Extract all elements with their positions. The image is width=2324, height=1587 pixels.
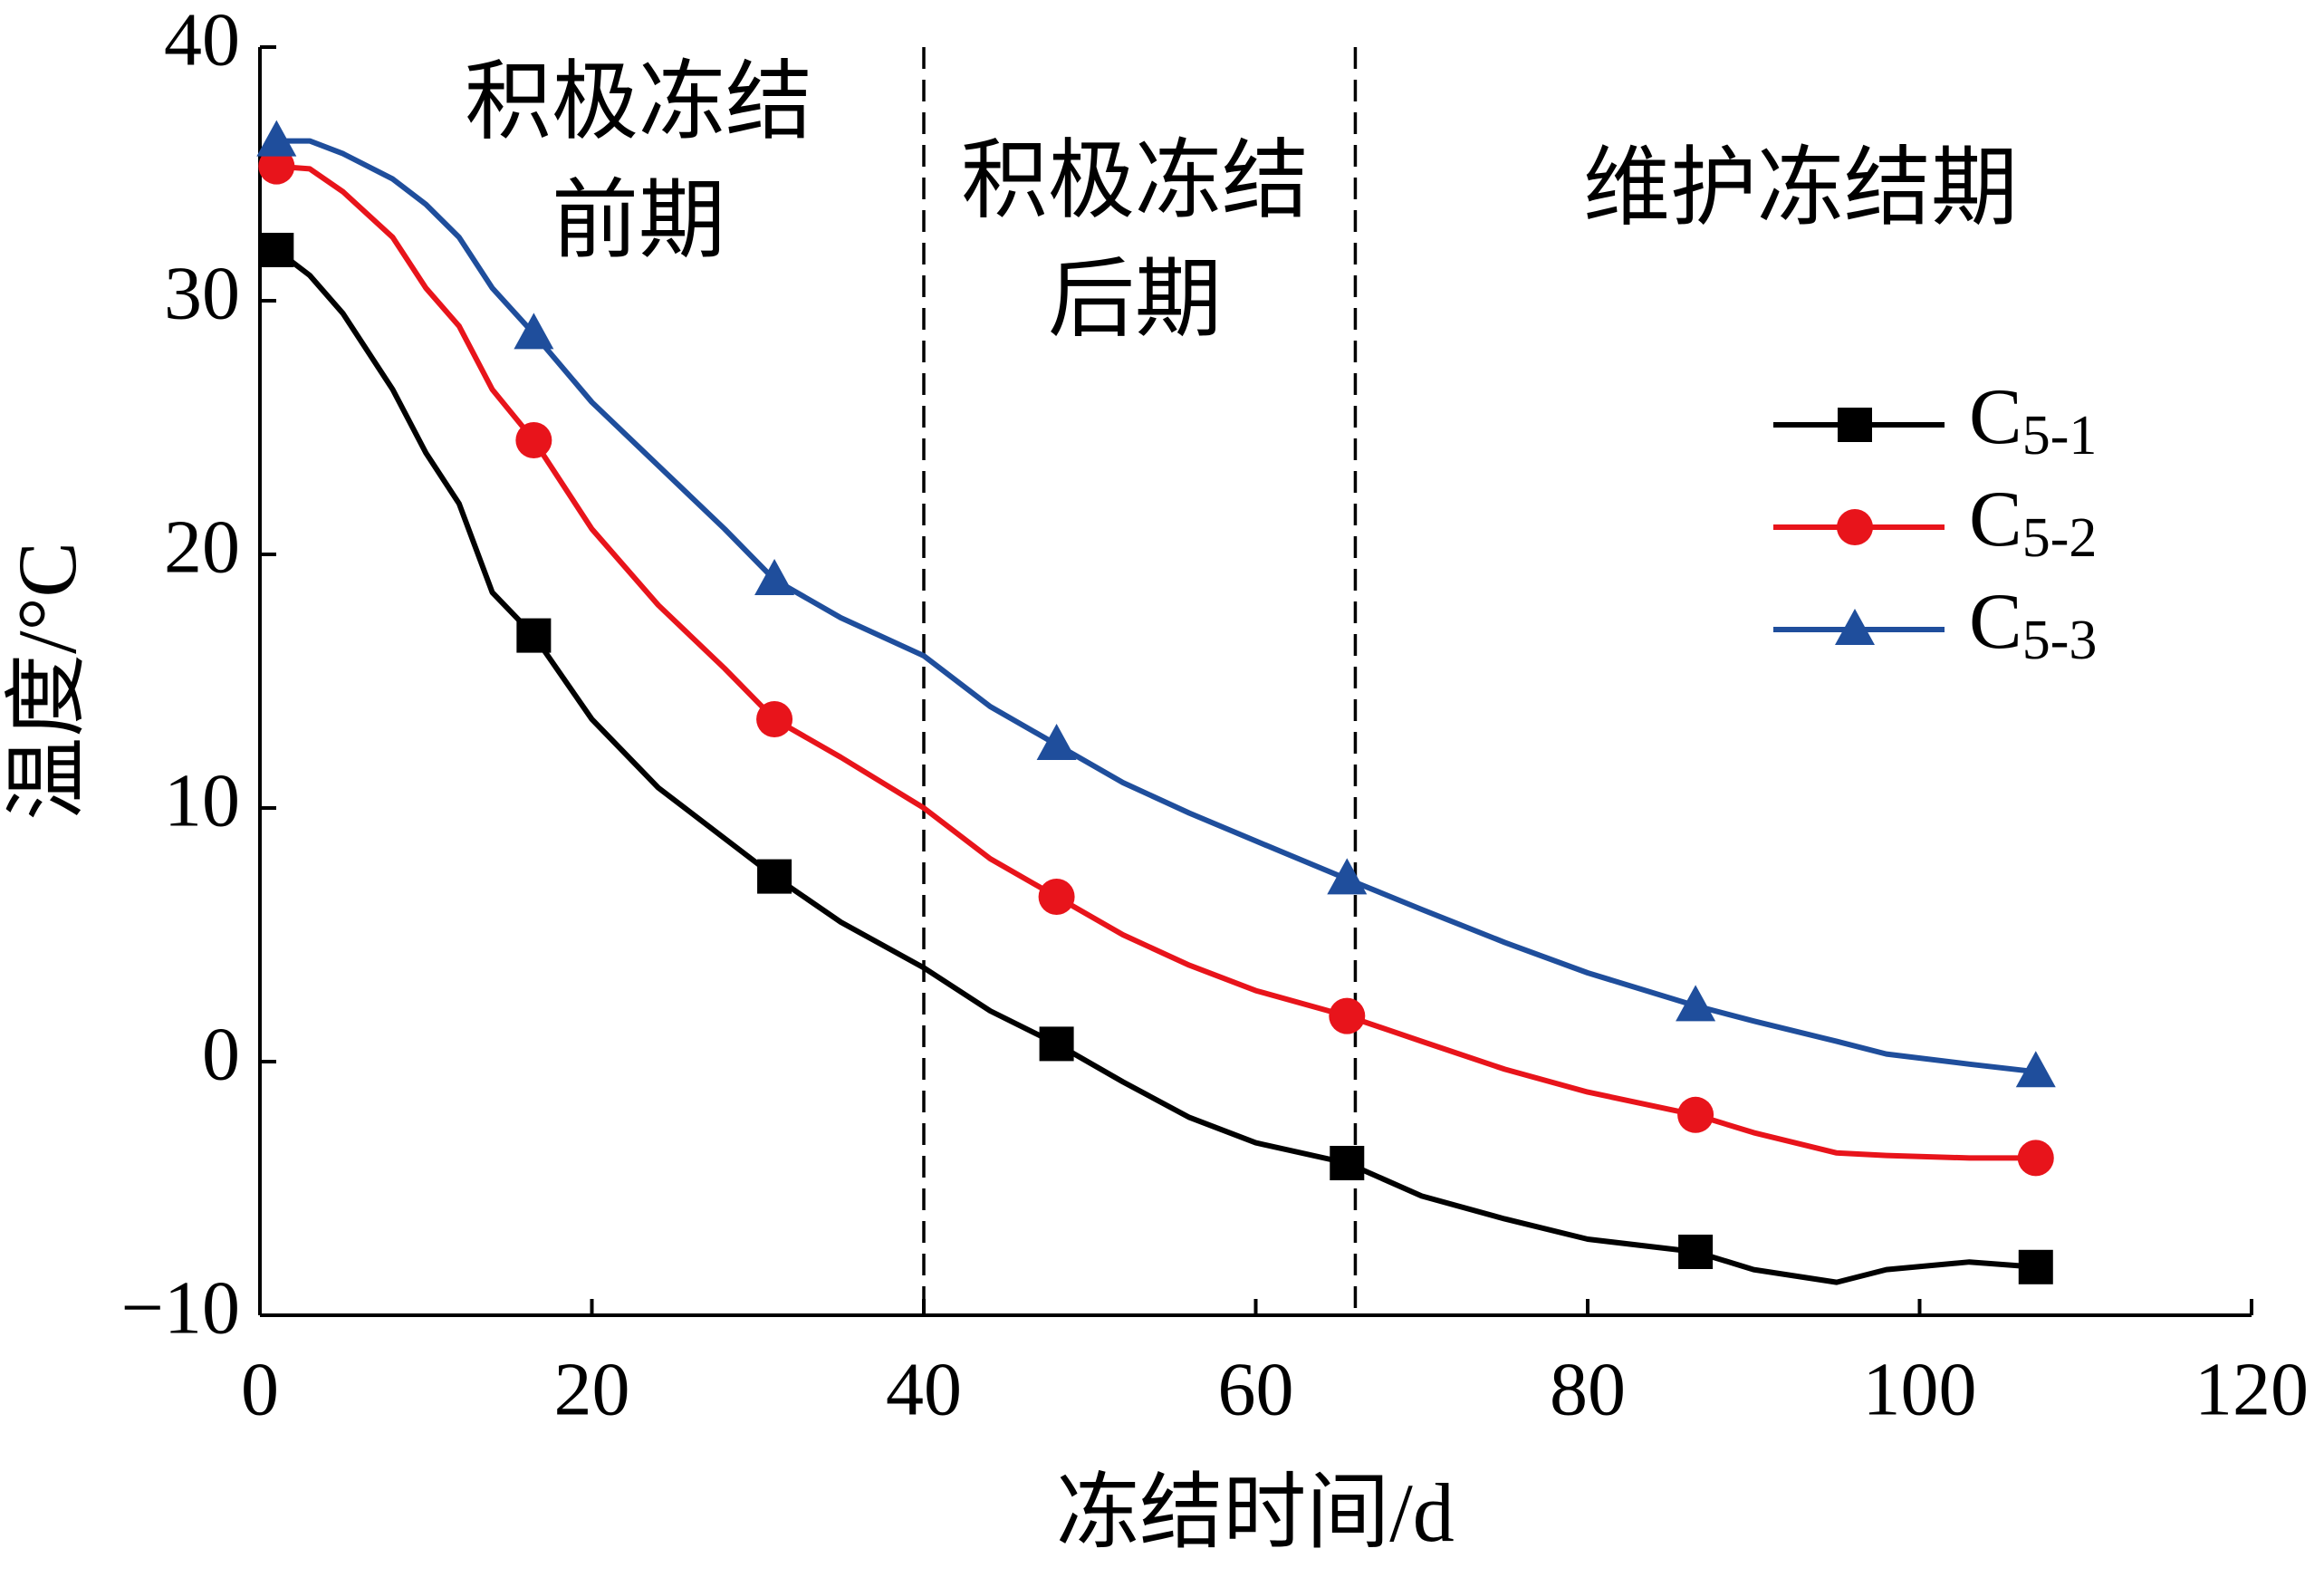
marker [514,313,554,350]
marker [2017,1140,2054,1177]
marker [515,422,552,458]
marker [1837,509,1873,545]
legend-label: C5-2 [1969,476,2097,569]
marker [756,701,793,737]
marker [256,120,297,157]
marker [1678,1235,1714,1269]
x-tick-label: 80 [1550,1347,1626,1431]
legend-label: C5-1 [1969,373,2097,466]
y-tick-label: 40 [164,0,240,82]
x-axis-label: 冻结时间/d [1056,1467,1455,1559]
x-tick-label: 40 [886,1347,962,1431]
series-line [274,247,2036,1285]
x-tick-label: 0 [241,1347,279,1431]
phase-label: 前期 [552,172,725,269]
marker [757,859,792,894]
series-line [276,138,2037,1075]
marker [1677,1096,1714,1133]
marker [2015,1051,2056,1088]
phase-label: 积极冻结 [465,53,812,150]
phase-label: 积极冻结 [961,132,1309,229]
marker [258,148,295,185]
legend-label: C5-3 [1969,578,2097,671]
marker [1329,997,1366,1034]
marker [516,618,552,653]
y-tick-label: 20 [164,505,240,589]
y-axis-label: 温度/°C [1,542,93,821]
y-tick-label: 10 [164,758,240,842]
phase-label: 维护冻结期 [1583,139,2018,236]
marker [1036,724,1077,760]
marker [1327,858,1368,895]
phase-label: 后期 [1048,251,1222,348]
x-tick-label: 100 [1863,1347,1977,1431]
marker [1038,879,1075,915]
y-tick-label: −10 [121,1265,240,1350]
marker [259,233,294,267]
x-tick-label: 60 [1218,1347,1294,1431]
x-tick-label: 20 [554,1347,630,1431]
marker [1835,609,1875,645]
marker [754,559,795,595]
marker [2018,1249,2053,1284]
marker [1838,408,1872,442]
marker [1330,1146,1365,1180]
x-tick-label: 120 [2194,1347,2309,1431]
y-tick-label: 30 [164,251,240,335]
marker [1039,1026,1074,1062]
series-line [276,163,2036,1161]
y-tick-label: 0 [202,1012,240,1096]
marker [1676,985,1716,1022]
